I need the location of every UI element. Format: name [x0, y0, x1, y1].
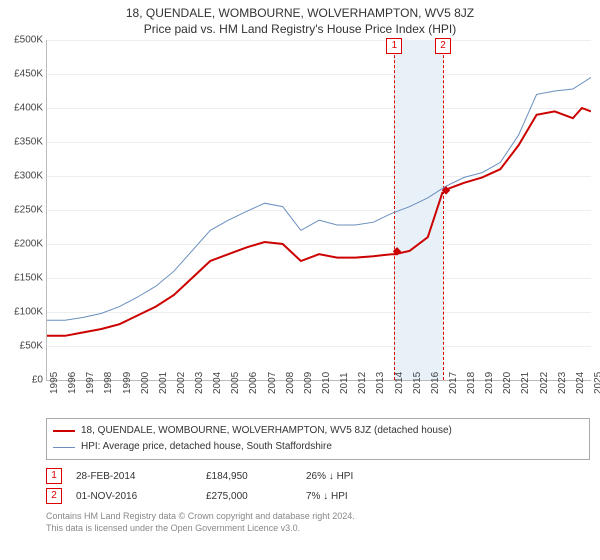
legend-row: 18, QUENDALE, WOMBOURNE, WOLVERHAMPTON, …: [53, 423, 583, 439]
y-tick-label: £250K: [1, 205, 43, 216]
legend-swatch: [53, 430, 75, 432]
footnote-line: Contains HM Land Registry data © Crown c…: [46, 510, 590, 522]
sale-date: 01-NOV-2016: [76, 491, 206, 502]
sales-table: 1 28-FEB-2014 £184,950 26% ↓ HPI 2 01-NO…: [46, 466, 590, 506]
y-tick-label: £450K: [1, 69, 43, 80]
legend-label: 18, QUENDALE, WOMBOURNE, WOLVERHAMPTON, …: [81, 423, 452, 439]
line-layer: [47, 40, 591, 380]
x-axis-labels: 1995199619971998199920002001200220032004…: [46, 380, 590, 410]
chart-title-sub: Price paid vs. HM Land Registry's House …: [0, 22, 600, 36]
legend: 18, QUENDALE, WOMBOURNE, WOLVERHAMPTON, …: [46, 418, 590, 460]
y-tick-label: £500K: [1, 35, 43, 46]
y-tick-label: £100K: [1, 307, 43, 318]
sale-marker-flag: 1: [386, 38, 402, 54]
y-tick-label: £200K: [1, 239, 43, 250]
x-tick-label: 2025: [593, 372, 600, 394]
y-tick-label: £0: [1, 375, 43, 386]
footnote: Contains HM Land Registry data © Crown c…: [46, 510, 590, 534]
sale-flag-icon: 2: [46, 488, 62, 504]
sale-row: 2 01-NOV-2016 £275,000 7% ↓ HPI: [46, 486, 590, 506]
sale-delta: 7% ↓ HPI: [306, 491, 406, 502]
y-tick-label: £400K: [1, 103, 43, 114]
chart-area: £0£50K£100K£150K£200K£250K£300K£350K£400…: [46, 40, 590, 410]
sale-flag-icon: 1: [46, 468, 62, 484]
legend-swatch: [53, 447, 75, 448]
legend-label: HPI: Average price, detached house, Sout…: [81, 439, 332, 455]
sale-price: £275,000: [206, 491, 306, 502]
footnote-line: This data is licensed under the Open Gov…: [46, 522, 590, 534]
y-tick-label: £300K: [1, 171, 43, 182]
sale-row: 1 28-FEB-2014 £184,950 26% ↓ HPI: [46, 466, 590, 486]
y-tick-label: £350K: [1, 137, 43, 148]
sale-delta: 26% ↓ HPI: [306, 471, 406, 482]
sale-marker-flag: 2: [435, 38, 451, 54]
sale-price: £184,950: [206, 471, 306, 482]
legend-row: HPI: Average price, detached house, Sout…: [53, 439, 583, 455]
y-tick-label: £50K: [1, 341, 43, 352]
plot-region: £0£50K£100K£150K£200K£250K£300K£350K£400…: [46, 40, 591, 381]
sale-date: 28-FEB-2014: [76, 471, 206, 482]
chart-title-address: 18, QUENDALE, WOMBOURNE, WOLVERHAMPTON, …: [0, 6, 600, 20]
y-tick-label: £150K: [1, 273, 43, 284]
